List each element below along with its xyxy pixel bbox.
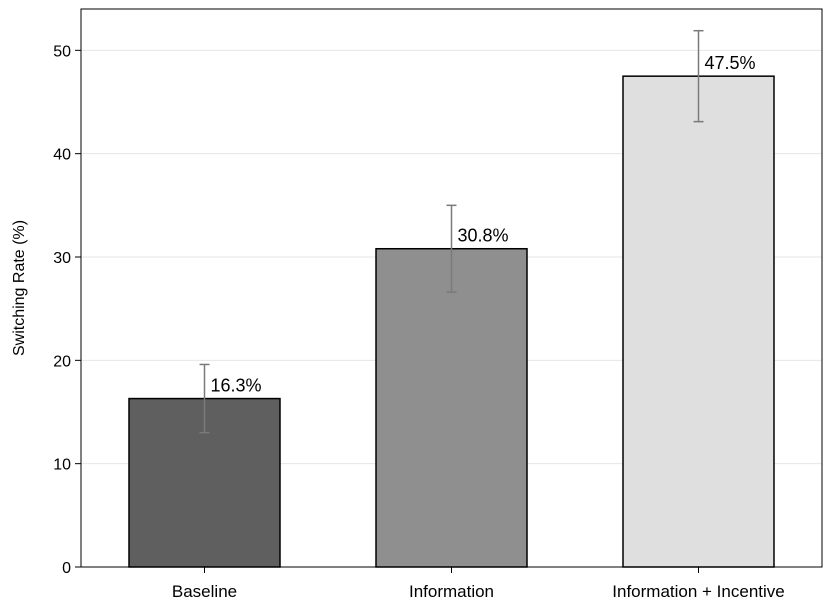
value-label: 30.8% [458,226,509,246]
y-tick-label: 10 [53,457,71,474]
bars [128,75,775,568]
value-label: 47.5% [705,53,756,73]
error-bars [199,29,704,434]
value-labels: 16.3% 30.8% 47.5% [211,53,756,395]
x-axis: Baseline Information Information + Incenti… [172,567,785,601]
y-tick-label: 50 [53,43,71,60]
x-tick-label: Information + Incentive [612,582,784,601]
value-label: 16.3% [211,376,262,396]
y-axis: 0 10 20 30 40 50 [53,43,81,577]
y-tick-label: 20 [53,353,71,370]
bar-information [375,247,528,568]
y-axis-title: Switching Rate (%) [11,220,28,356]
x-tick-label: Baseline [172,582,237,601]
y-tick-label: 40 [53,147,71,164]
y-tick-label: 0 [62,560,71,577]
x-tick-label: Information [409,582,494,601]
y-tick-label: 30 [53,250,71,267]
bar-information-incentive [622,75,775,568]
